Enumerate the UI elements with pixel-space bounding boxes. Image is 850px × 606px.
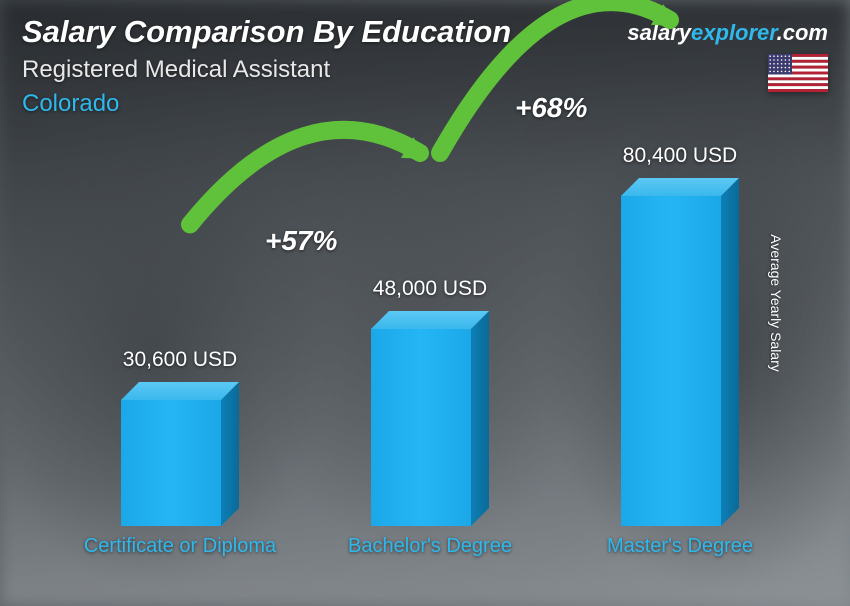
increase-percent-label: +68% — [515, 92, 587, 124]
chart-area: 30,600 USDCertificate or Diploma48,000 U… — [50, 130, 790, 526]
increase-arc — [190, 130, 420, 225]
bar-category-label: Bachelor's Degree — [330, 534, 530, 558]
content-container: Salary Comparison By Education Registere… — [0, 0, 850, 606]
bar-category-label: Master's Degree — [580, 534, 780, 558]
bar-category-label: Certificate or Diploma — [80, 534, 280, 558]
increase-arc — [440, 2, 670, 153]
increase-percent-label: +57% — [265, 225, 337, 257]
arcs-overlay — [50, 10, 790, 526]
